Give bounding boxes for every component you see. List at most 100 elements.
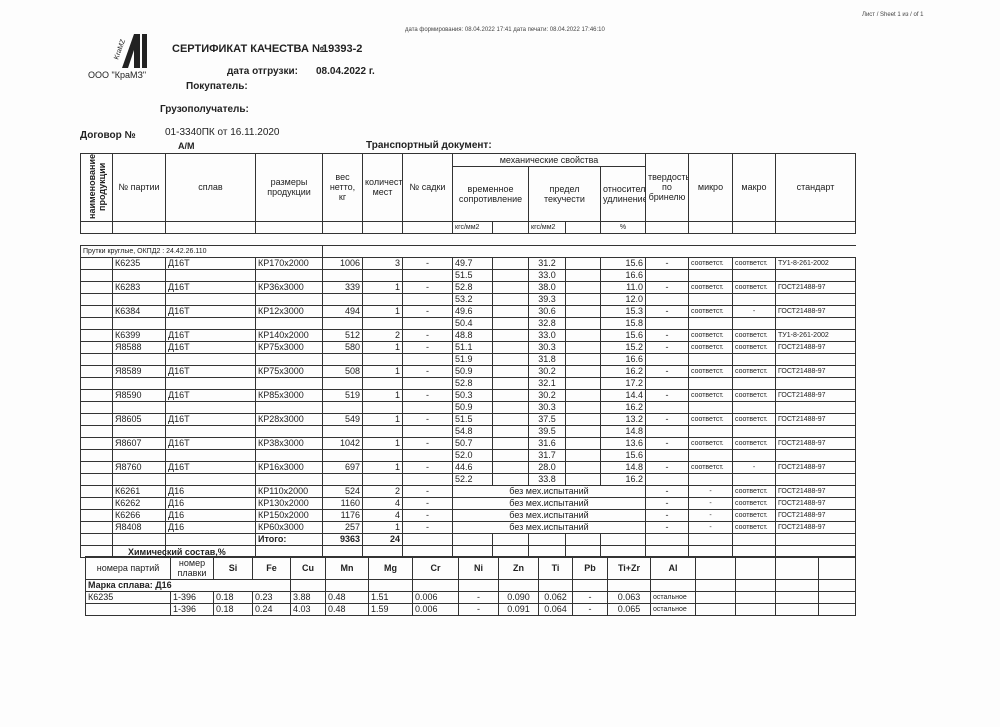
col-lot-header: № партии	[112, 153, 166, 222]
table-row: Я8760 Д16Т КР16х3000 697 1-44.6 28.0 14.8- соот…	[80, 460, 856, 474]
net-weight: 1006	[322, 256, 363, 270]
empty-cell	[165, 352, 256, 366]
chem-value	[818, 591, 856, 604]
empty-cell	[775, 579, 819, 592]
empty-cell	[255, 448, 323, 462]
micro-result: соответст.	[688, 256, 733, 270]
empty-cell	[80, 532, 113, 546]
net-weight: 512	[322, 328, 363, 342]
empty-cell	[402, 292, 453, 306]
net-weight: 257	[322, 520, 363, 534]
product-size: КР85х3000	[255, 388, 323, 402]
empty-cell	[775, 268, 856, 282]
empty-cell	[112, 448, 166, 462]
empty-cell	[492, 328, 529, 342]
table-row-second-test: 52.8 32.1 17.2	[80, 376, 856, 390]
svg-text:KraMZ: KraMZ	[113, 38, 127, 61]
empty-cell	[498, 579, 539, 592]
chem-value: -	[572, 603, 608, 616]
macro-result: соответст.	[732, 412, 776, 426]
hardness: -	[645, 340, 689, 354]
chem-header	[775, 556, 819, 580]
empty-cell	[362, 448, 403, 462]
empty-cell	[255, 400, 323, 414]
empty-cell	[775, 376, 856, 390]
empty-cell	[80, 400, 113, 414]
elong-value: 14.8	[600, 460, 646, 474]
chem-value	[818, 603, 856, 616]
standard: ГОСТ21488-97	[775, 460, 856, 474]
table-row-second-test: 52.2 33.8 16.2	[80, 472, 856, 486]
hardness: -	[645, 460, 689, 474]
chem-value: 0.48	[325, 591, 369, 604]
empty-cell	[492, 268, 529, 282]
unit-tensile: кгс/мм2	[452, 220, 493, 234]
empty-cell	[732, 472, 776, 486]
empty-cell	[688, 376, 733, 390]
empty-cell	[565, 400, 601, 414]
empty-cell	[362, 352, 403, 366]
lot-number: К6399	[112, 328, 166, 342]
alloy: Д16Т	[165, 460, 256, 474]
empty-cell	[775, 448, 856, 462]
lot-number: К6235	[112, 256, 166, 270]
net-weight: 1160	[322, 496, 363, 510]
table-row: К6262 Д16 КР130х2000 1160 4- без мех.испытани…	[80, 496, 856, 510]
standard: ГОСТ21488-97	[775, 412, 856, 426]
empty-cell	[688, 316, 733, 330]
product-size: КР75х3000	[255, 364, 323, 378]
quantity: 1	[362, 460, 403, 474]
empty-cell	[565, 280, 601, 294]
consignee-label: Грузополучатель:	[160, 104, 249, 115]
yield-value: 31.6	[528, 436, 566, 450]
tensile-value: 44.6	[452, 460, 493, 474]
chem-header: Al	[650, 556, 696, 580]
empty-cell	[565, 448, 601, 462]
col-cage-header: № садки	[402, 153, 453, 222]
chem-header: Cr	[412, 556, 459, 580]
chem-value	[695, 603, 736, 616]
empty-cell	[322, 448, 363, 462]
empty-cell	[565, 532, 601, 546]
table-row: Я8408 Д16 КР60х3000 257 1- без мех.испытаний -…	[80, 520, 856, 534]
empty-cell	[492, 400, 529, 414]
yield-value: 28.0	[528, 460, 566, 474]
buyer-label: Покупатель:	[186, 81, 248, 92]
elong-value: 16.2	[600, 364, 646, 378]
empty-cell	[112, 424, 166, 438]
empty-cell	[80, 256, 113, 270]
col-standard-header: стандарт	[775, 153, 856, 222]
empty-cell	[362, 472, 403, 486]
empty-cell	[80, 292, 113, 306]
tensile-value: 54.8	[452, 424, 493, 438]
empty-cell	[112, 376, 166, 390]
lot-number: К6266	[112, 508, 166, 522]
hardness: -	[645, 412, 689, 426]
alloy: Д16Т	[165, 436, 256, 450]
tensile-value: 51.1	[452, 340, 493, 354]
mech-note: без мех.испытаний	[452, 496, 646, 510]
hardness: -	[645, 256, 689, 270]
empty-cell	[80, 484, 113, 498]
ship-date-label: дата отгрузки:	[227, 66, 298, 77]
lot-number: Я8408	[112, 520, 166, 534]
micro-result: -	[688, 496, 733, 510]
empty-cell	[565, 340, 601, 354]
empty-cell	[688, 472, 733, 486]
chem-value: 0.065	[607, 603, 651, 616]
empty-cell	[645, 316, 689, 330]
macro-result: соответст.	[732, 496, 776, 510]
cage-number: -	[402, 460, 453, 474]
empty-cell	[645, 352, 689, 366]
standard: ГОСТ21488-97	[775, 364, 856, 378]
yield-value: 30.2	[528, 364, 566, 378]
chem-row: К6235 1-396 0.18 0.23 3.88 0.48 1.51 0.006-0.09…	[85, 591, 856, 604]
hardness: -	[645, 280, 689, 294]
cage-number: -	[402, 388, 453, 402]
lot-number: К6261	[112, 484, 166, 498]
quantity: 2	[362, 328, 403, 342]
total-label: Итого:	[255, 532, 323, 546]
empty-cell	[255, 292, 323, 306]
empty-cell	[492, 412, 529, 426]
chem-value	[695, 591, 736, 604]
